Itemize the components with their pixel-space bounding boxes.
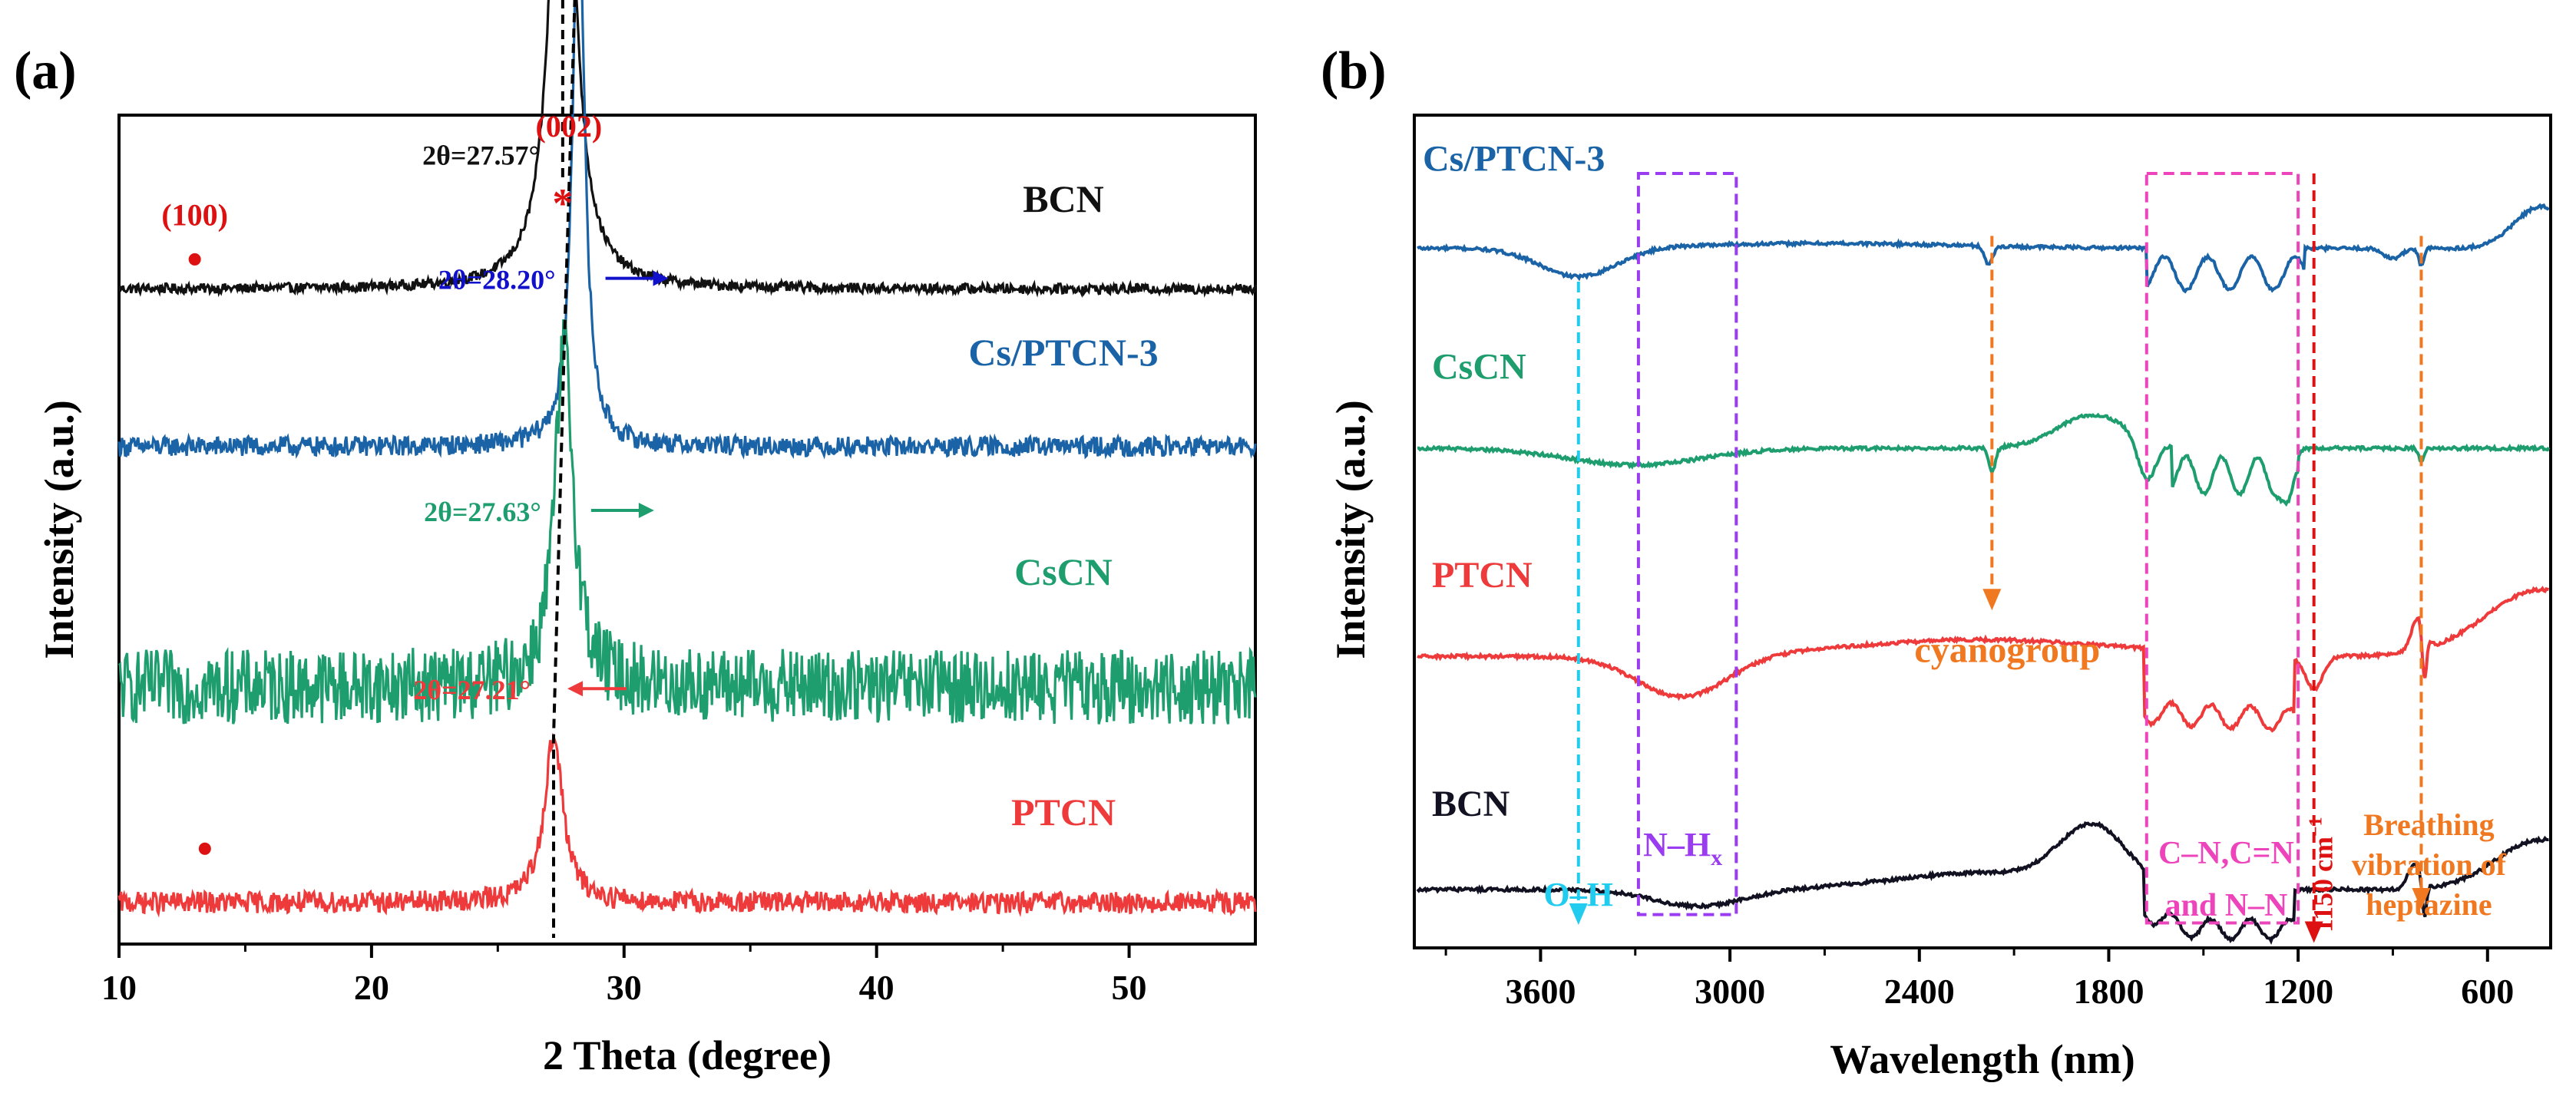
series-ptcn-line <box>117 732 1257 918</box>
series-label-bcn: BCN <box>1432 784 1510 824</box>
panel-b-plot-frame <box>1413 114 2552 949</box>
panel-b: (b) 3600 3000 2400 1800 1200 600 Cs/PTCN-3 CsC… <box>1321 41 2552 1082</box>
shift-arrow-head-cs-ptcn-3 <box>653 270 669 286</box>
panel-b-y-axis-label: Intensity (a.u.) <box>1328 400 1374 659</box>
series-bcn-line <box>117 0 1257 299</box>
series-label-cs-ptcn-3: Cs/PTCN-3 <box>1423 138 1605 179</box>
panel-a-x-ticks: 10 20 30 40 50 <box>101 944 1147 1007</box>
annotation-002-star: * <box>552 180 573 226</box>
x-tick-label-40: 40 <box>859 968 894 1007</box>
annotation-002-label: (002) <box>536 109 603 144</box>
series-label-cscn: CsCN <box>1432 347 1526 388</box>
shift-arrow-head-ptcn <box>567 681 584 697</box>
wn-1150-label: 1150 cm−1 <box>2306 817 2339 933</box>
x-tick-label-1200: 1200 <box>2263 972 2333 1011</box>
cn-box <box>2144 171 2300 925</box>
x-tick-label-20: 20 <box>354 968 389 1007</box>
series-label-ptcn: PTCN <box>1011 791 1116 834</box>
peak-label-cscn: 2θ=27.63° <box>424 497 541 527</box>
ptcn-100-dot <box>198 842 211 855</box>
peak-label-cs-ptcn-3: 2θ=28.20° <box>438 265 556 295</box>
panel-a-plot-frame <box>117 114 1257 946</box>
series-bcn-line <box>1416 820 2549 945</box>
oh-label: O–H <box>1544 876 1613 913</box>
x-tick-label-30: 30 <box>607 968 642 1007</box>
x-tick-label-600: 600 <box>2461 972 2514 1011</box>
x-tick-label-50: 50 <box>1112 968 1147 1007</box>
panel-b-x-axis-label: Wavelength (nm) <box>1830 1036 2135 1082</box>
wn-1150-label-superscript: −1 <box>2306 817 2326 837</box>
series-label-ptcn: PTCN <box>1432 555 1533 596</box>
panel-a-overlay: BCN 2θ=27.57° Cs/PTCN-3 2θ=28.20° CsCN 2θ=27.… <box>161 0 1159 939</box>
panel-b-label: (b) <box>1321 41 1387 101</box>
panel-a-x-axis-label: 2 Theta (degree) <box>543 1032 832 1078</box>
oh-arrow-head <box>1569 903 1588 925</box>
cn-label-line1: C–N,C=N <box>2158 836 2294 871</box>
annotation-100-dot <box>188 253 201 266</box>
heptazine-arrow-head <box>2412 888 2431 910</box>
x-tick-label-10: 10 <box>101 968 137 1007</box>
series-cscn-line <box>1417 412 2551 507</box>
heptazine-label-line2: vibration of <box>2352 847 2507 882</box>
panel-b-overlay: Cs/PTCN-3 CsCN PTCN BCN O–H N–Hx cyanogroup C–N… <box>1423 138 2507 943</box>
panel-b-series <box>1416 203 2551 945</box>
nhx-label: N–Hx <box>1643 826 1722 870</box>
peak-shift-guide-line <box>551 0 577 939</box>
x-tick-label-3600: 3600 <box>1505 972 1576 1011</box>
panel-a: (a) 10 20 30 40 50 BCN 2θ=27.57° Cs/PTCN-3 2θ=2… <box>14 0 1257 1078</box>
nhx-label-subscript: x <box>1711 845 1722 870</box>
series-label-cs-ptcn-3: Cs/PTCN-3 <box>968 331 1158 374</box>
nhx-box <box>1636 171 1738 916</box>
series-ptcn-line <box>1417 586 2550 733</box>
peak-label-bcn: 2θ=27.57° <box>422 140 540 171</box>
panel-a-series <box>117 0 1257 918</box>
series-label-bcn: BCN <box>1023 177 1104 220</box>
peak-label-ptcn: 2θ=27.21° <box>413 675 531 705</box>
panel-a-label: (a) <box>14 41 77 101</box>
series-cs-ptcn-3-line <box>1417 203 2550 294</box>
shift-arrow-head-cscn <box>638 503 654 518</box>
series-label-cscn: CsCN <box>1014 550 1113 593</box>
wn-1150-arrow-head <box>2304 921 2323 943</box>
annotation-100-label: (100) <box>161 198 228 233</box>
panel-b-x-ticks: 3600 3000 2400 1800 1200 600 <box>1444 948 2514 1011</box>
heptazine-label-line3: heptazine <box>2366 887 2492 922</box>
x-tick-label-3000: 3000 <box>1695 972 1765 1011</box>
cn-label-line2: and N–N <box>2164 888 2287 923</box>
cyanogroup-arrow-head <box>1982 589 2002 611</box>
cyanogroup-label: cyanogroup <box>1914 629 2100 670</box>
panel-a-y-axis-label: Intensity (a.u.) <box>36 400 82 659</box>
series-cs-ptcn-3-line <box>117 0 1257 460</box>
x-tick-label-2400: 2400 <box>1884 972 1955 1011</box>
heptazine-label-line1: Breathing <box>2363 807 2494 842</box>
x-tick-label-1800: 1800 <box>2073 972 2144 1011</box>
series-cscn-line <box>117 319 1257 725</box>
